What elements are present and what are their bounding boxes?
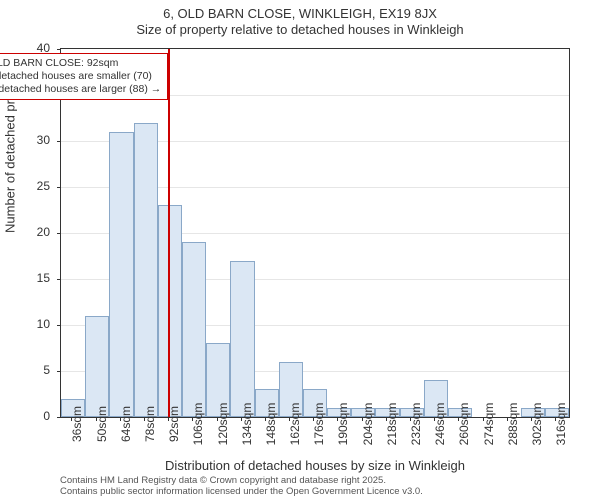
x-tick-label: 148sqm <box>264 403 278 446</box>
x-axis-title: Distribution of detached houses by size … <box>60 458 570 473</box>
histogram-bar <box>109 132 133 417</box>
x-tick-label: 106sqm <box>191 403 205 446</box>
x-tick-label: 134sqm <box>240 403 254 446</box>
x-tick-label: 274sqm <box>482 403 496 446</box>
annotation-line-1: 6 OLD BARN CLOSE: 92sqm <box>0 57 161 70</box>
y-tick-mark <box>57 141 61 142</box>
y-tick-label: 10 <box>37 317 50 331</box>
x-tick-label: 64sqm <box>119 406 133 442</box>
x-tick-label: 204sqm <box>361 403 375 446</box>
x-tick-label: 316sqm <box>554 403 568 446</box>
x-tick-label: 78sqm <box>143 406 157 442</box>
x-tick-label: 232sqm <box>409 403 423 446</box>
x-tick-label: 50sqm <box>95 406 109 442</box>
histogram-bar <box>85 316 109 417</box>
chart-container: 6, OLD BARN CLOSE, WINKLEIGH, EX19 8JX S… <box>0 0 600 500</box>
x-tick-label: 92sqm <box>167 406 181 442</box>
x-tick-label: 190sqm <box>336 403 350 446</box>
histogram-bar <box>230 261 254 417</box>
y-tick-label: 0 <box>43 409 50 423</box>
x-tick-label: 36sqm <box>70 406 84 442</box>
marker-annotation: 6 OLD BARN CLOSE: 92sqm ← 43% of detache… <box>0 53 168 100</box>
y-tick-label: 15 <box>37 271 50 285</box>
annotation-line-3: 54% of semi-detached houses are larger (… <box>0 83 161 96</box>
chart-title: 6, OLD BARN CLOSE, WINKLEIGH, EX19 8JX S… <box>0 6 600 39</box>
plot-area: 6 OLD BARN CLOSE: 92sqm ← 43% of detache… <box>60 48 570 418</box>
y-axis-labels: 0510152025303540 <box>0 48 56 418</box>
x-tick-label: 246sqm <box>433 403 447 446</box>
y-tick-mark <box>57 371 61 372</box>
y-tick-mark <box>57 233 61 234</box>
footer-line-2: Contains public sector information licen… <box>60 487 570 498</box>
x-tick-label: 302sqm <box>530 403 544 446</box>
x-tick-label: 260sqm <box>457 403 471 446</box>
x-tick-label: 162sqm <box>288 403 302 446</box>
marker-line <box>168 49 170 417</box>
x-tick-label: 288sqm <box>506 403 520 446</box>
x-tick-label: 176sqm <box>312 403 326 446</box>
y-tick-mark <box>57 187 61 188</box>
x-axis-labels: 36sqm50sqm64sqm78sqm92sqm106sqm120sqm134… <box>60 418 570 458</box>
y-tick-label: 5 <box>43 363 50 377</box>
y-tick-label: 25 <box>37 179 50 193</box>
y-tick-mark <box>57 279 61 280</box>
x-tick-label: 120sqm <box>216 403 230 446</box>
title-line-1: 6, OLD BARN CLOSE, WINKLEIGH, EX19 8JX <box>0 6 600 22</box>
histogram-bar <box>182 242 206 417</box>
y-tick-mark <box>57 49 61 50</box>
footer-credits: Contains HM Land Registry data © Crown c… <box>60 476 570 498</box>
annotation-line-2: ← 43% of detached houses are smaller (70… <box>0 70 161 83</box>
title-line-2: Size of property relative to detached ho… <box>0 22 600 38</box>
histogram-bar <box>134 123 158 417</box>
y-tick-label: 30 <box>37 133 50 147</box>
x-tick-label: 218sqm <box>385 403 399 446</box>
y-tick-mark <box>57 325 61 326</box>
y-tick-label: 20 <box>37 225 50 239</box>
